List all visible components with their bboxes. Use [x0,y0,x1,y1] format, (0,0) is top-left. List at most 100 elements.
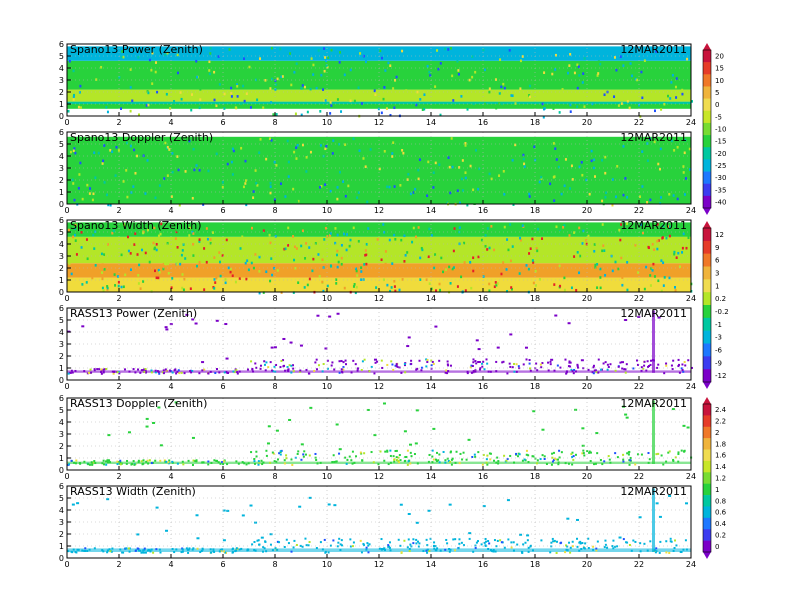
heatmap-cell [78,91,81,94]
scatter-point [150,369,153,372]
heatmap-cell [387,61,390,65]
scatter-point [565,371,568,374]
scatter-point [109,461,112,464]
heatmap-cell [122,180,125,183]
heatmap-cell [624,177,627,180]
heatmap-cell [120,253,123,257]
heatmap-cell [275,113,278,116]
scatter-point [649,540,652,543]
heatmap-cell [380,56,383,60]
scatter-point [481,463,484,466]
x-tick-label: 16 [478,206,488,215]
scatter-point [489,370,492,373]
scatter-point [663,372,666,375]
heatmap-cell [456,59,459,63]
heatmap-cell [164,262,167,266]
scatter-point [191,548,194,551]
heatmap-cell [472,256,475,260]
heatmap-cell [287,244,290,247]
scatter-point [395,456,398,459]
scatter-point [636,359,639,362]
scatter-point [145,371,148,374]
heatmap-cell [320,73,323,77]
heatmap-cell [554,193,557,197]
heatmap-cell [405,89,408,92]
scatter-point [350,371,353,374]
heatmap-cell [95,78,98,81]
colorbar-label: 0 [715,101,719,109]
heatmap-cell [626,222,629,226]
scatter-point [143,547,146,550]
scatter-point [154,371,157,374]
scatter-point [106,551,109,554]
heatmap-cell [269,279,272,283]
x-tick-label: 2 [116,560,121,569]
scatter-point [629,456,632,459]
scatter-point [226,463,229,466]
scatter-point [479,367,482,370]
heatmap-cell [107,203,110,207]
scatter-point [431,449,434,452]
scatter-point [142,462,145,465]
scatter-point [415,542,418,545]
heatmap-cell [614,256,617,259]
heatmap-cell [287,160,290,164]
scatter-point [432,362,435,365]
heatmap-cell [312,257,315,261]
x-tick-label: 18 [530,382,540,391]
scatter-point [487,370,490,373]
y-tick-label: 1 [59,454,64,463]
scatter-point [403,460,406,463]
scatter-point [608,458,611,461]
scatter-point [307,544,310,547]
scatter-point [92,461,95,464]
heatmap-cell [198,168,201,172]
heatmap-cell [154,269,157,273]
heatmap-cell [97,151,100,155]
scatter-point [235,460,238,463]
heatmap-cell [132,195,135,199]
y-tick-label: 6 [59,394,64,403]
heatmap-cell [134,232,137,235]
scatter-point [315,458,318,461]
scatter-point [568,361,571,364]
scatter-point [426,359,429,362]
scatter-point [337,541,340,544]
heatmap-cell [326,235,329,238]
colorbar-label: 2.2 [715,418,726,426]
heatmap-cell [675,256,678,259]
heatmap-cell [417,226,420,229]
x-tick-label: 12 [374,118,384,127]
scatter-point [109,550,112,553]
heatmap-cell [193,168,196,172]
scatter-point [332,539,335,542]
heatmap-cell [295,157,298,160]
heatmap-cell [576,63,579,67]
heatmap-cell [367,227,370,230]
x-tick-label: 24 [686,560,696,569]
scatter-point [486,362,489,365]
scatter-point [626,541,629,544]
heatmap-cell [117,149,120,152]
heatmap-cell [279,47,282,51]
heatmap-cell [379,226,382,229]
scatter-point [655,502,659,505]
scatter-point [485,540,488,543]
heatmap-cell [270,46,273,50]
scatter-point [150,548,153,551]
scatter-point [587,537,590,540]
heatmap-cell [599,267,602,271]
heatmap-cell [114,284,117,287]
heatmap-cell [403,260,406,263]
scatter-point [308,496,312,499]
heatmap-cell [129,86,132,89]
scatter-point [576,364,579,367]
heatmap-cell [653,109,656,113]
heatmap-cell [179,262,182,266]
scatter-point [181,548,184,551]
colorbar-label: 9 [715,244,719,252]
x-tick-label: 12 [374,472,384,481]
scatter-point [395,449,398,452]
scatter-point [117,370,120,373]
scatter-point [522,543,525,546]
